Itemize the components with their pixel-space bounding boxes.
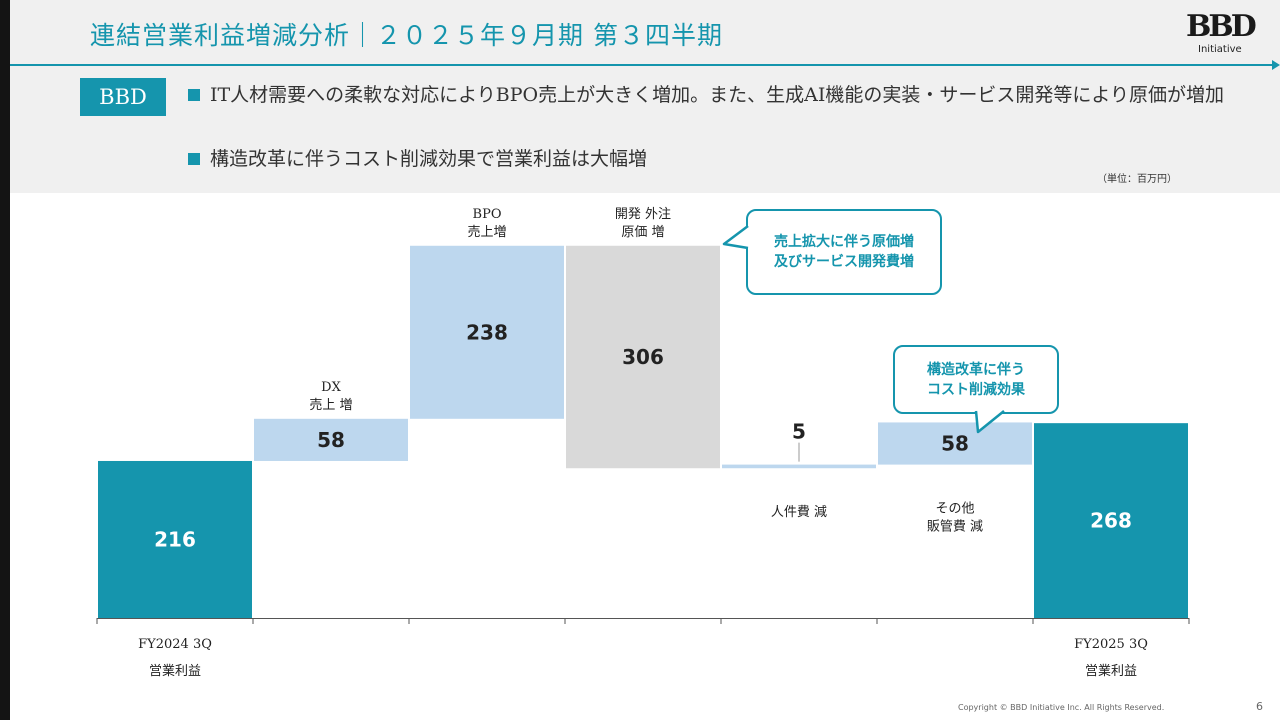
summary-bullet-2: 構造改革に伴うコスト削減効果で営業利益は大幅増: [188, 146, 888, 172]
value-label-1: 58: [317, 428, 345, 452]
bar-2: [410, 245, 564, 419]
bar-6: [1034, 423, 1188, 618]
value-label-6: 268: [1090, 509, 1132, 533]
x-axis-label-0: 営業利益: [149, 663, 201, 679]
category-label-3: 開発 外注: [615, 207, 671, 222]
waterfall-chart: 216 FY2024 3Q 営業利益 58 DX 売上 増 238 BPO 売上増 306 開発 外…: [96, 207, 1190, 679]
summary-bullet-1: IT人材需要への柔軟な対応によりBPO売上が大きく増加。また、生成AI機能の実装…: [188, 82, 1268, 108]
value-label-5: 58: [941, 432, 969, 456]
left-accent-bar: [0, 0, 10, 720]
logo-subtitle: Initiative: [1198, 44, 1242, 55]
title-rule: [10, 64, 1274, 66]
x-axis-label-6: FY2025 3Q: [1074, 637, 1148, 652]
page-number: 6: [1256, 700, 1263, 713]
bar-4: [722, 464, 876, 469]
category-label-1: 売上 増: [309, 397, 352, 413]
copyright: Copyright © BBD Initiative Inc. All Righ…: [958, 703, 1165, 712]
bullet-square-icon: [188, 153, 200, 165]
callout-tail: [974, 410, 1005, 434]
summary-bullet-text: 構造改革に伴うコスト削減効果で営業利益は大幅増: [210, 148, 648, 170]
callout-line: 売上拡大に伴う原価増: [774, 234, 914, 250]
callout-line: コスト削減効果: [927, 381, 1025, 398]
category-label-3: 原価 増: [621, 225, 664, 240]
unit-label: （単位：百万円）: [1097, 174, 1177, 185]
callout-tail: [722, 225, 749, 250]
callout-cost-increase: 売上拡大に伴う原価増 及びサービス開発費増: [746, 209, 942, 295]
callout-cost-reduction: 構造改革に伴う コスト削減効果: [893, 345, 1059, 414]
category-label-2: 売上増: [467, 224, 506, 240]
category-label-5: その他: [935, 502, 974, 517]
x-axis-label-6: 営業利益: [1085, 663, 1137, 679]
summary-bullet-text: IT人材需要への柔軟な対応によりBPO売上が大きく増加。また、生成AI機能の実装…: [210, 84, 1224, 106]
bar-3: [566, 245, 720, 469]
bar-5: [878, 422, 1032, 465]
value-label-3: 306: [622, 345, 664, 369]
callout-line: 及びサービス開発費増: [774, 254, 914, 270]
segment-tag: BBD: [80, 78, 166, 116]
company-logo: BBD Initiative: [1186, 9, 1257, 64]
page-title: 連結営業利益増減分析｜２０２５年９月期 第３四半期: [90, 21, 723, 50]
bar-1: [254, 418, 408, 461]
category-label-5: 販管費 減: [927, 519, 983, 535]
category-label-1: DX: [321, 380, 341, 395]
value-label-0: 216: [154, 527, 196, 551]
callout-line: 構造改革に伴う: [927, 361, 1025, 378]
value-label-4: 5: [792, 420, 806, 444]
bullet-square-icon: [188, 89, 200, 101]
value-label-2: 238: [466, 320, 508, 344]
title-rule-arrow: [1272, 60, 1280, 70]
x-axis-label-0: FY2024 3Q: [138, 637, 212, 652]
bar-0: [98, 460, 252, 618]
header-band: [10, 0, 1280, 193]
logo-mark: BBD: [1186, 9, 1257, 44]
category-label-4: 人件費 減: [771, 504, 827, 520]
category-label-2: BPO: [473, 207, 502, 222]
